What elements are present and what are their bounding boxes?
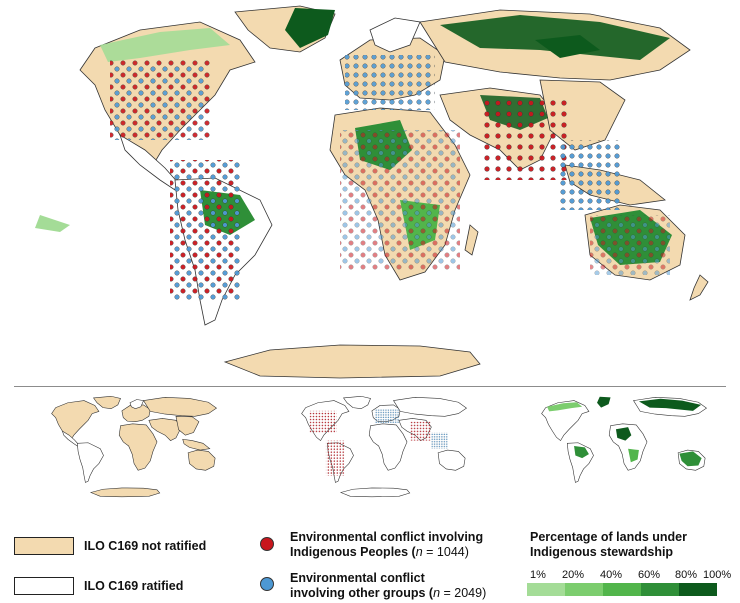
scale-segment-5	[679, 583, 717, 596]
scale-segment-4	[641, 583, 679, 596]
ratified-swatch	[14, 577, 74, 595]
stewardship-color-scale	[527, 583, 717, 596]
madagascar	[464, 224, 479, 256]
other-n-value: = 2049	[440, 586, 483, 600]
mini-map-conflicts	[280, 392, 480, 500]
other-conflict-line1: Environmental conflict	[290, 571, 425, 585]
scale-segment-3	[603, 583, 641, 596]
indigenous-conflict-label: Environmental conflict involving Indigen…	[290, 530, 483, 560]
stewardship-title: Percentage of lands under Indigenous ste…	[530, 530, 687, 560]
not-ratified-label: ILO C169 not ratified	[84, 539, 207, 553]
indigenous-conflict-line1: Environmental conflict involving	[290, 530, 484, 544]
other-conflict-line2: involving other groups (n = 2049)	[290, 586, 486, 601]
red-circle-icon	[260, 537, 274, 551]
mini-map-stewardship	[520, 392, 720, 500]
mini-map-conflicts-svg	[301, 395, 468, 498]
section-divider	[14, 386, 726, 387]
new-zealand	[689, 274, 709, 301]
scale-tick-60: 60%	[638, 569, 661, 581]
indigenous-n-label: n	[415, 545, 423, 559]
scale-tick-20: 20%	[562, 569, 585, 581]
ratified-label: ILO C169 ratified	[84, 579, 184, 593]
indigenous-n-value: = 1044	[422, 545, 465, 559]
scandinavia	[369, 17, 421, 53]
other-conflict-label: Environmental conflict involving other g…	[290, 571, 486, 601]
antarctica	[223, 344, 481, 379]
other-close: )	[482, 586, 487, 600]
mini-map-ratification	[30, 392, 230, 500]
scale-tick-80: 80%	[675, 569, 698, 581]
scale-segment-2	[565, 583, 603, 596]
other-conflict-text: involving other groups (	[290, 586, 434, 600]
not-ratified-swatch	[14, 537, 74, 555]
indigenous-conflict-line2: Indigenous Peoples (n = 1044)	[290, 545, 483, 560]
main-world-map	[35, 5, 709, 379]
stewardship-line2: Indigenous stewardship	[530, 545, 674, 559]
other-n-label: n	[433, 586, 441, 600]
conflict-markers	[110, 55, 670, 300]
indigenous-conflict-text: Indigenous Peoples (	[290, 545, 416, 559]
mini-map-stewardship-svg	[541, 396, 708, 483]
blue-circle-icon	[260, 577, 274, 591]
stewardship-line1: Percentage of lands under	[530, 530, 687, 544]
scale-tick-40: 40%	[600, 569, 623, 581]
mini-map-ratification-svg	[51, 395, 218, 498]
indigenous-close: )	[464, 545, 469, 559]
scale-tick-1: 1%	[530, 569, 546, 581]
scale-segment-1	[527, 583, 565, 596]
scale-tick-100: 100%	[703, 569, 732, 581]
world-map-svg	[35, 5, 709, 379]
